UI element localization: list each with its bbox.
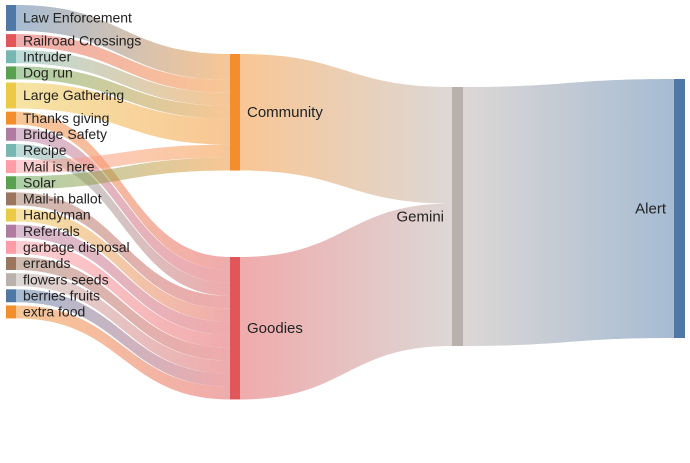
node-food xyxy=(6,305,16,319)
label-thanks: Thanks giving xyxy=(23,110,109,126)
node-goodies xyxy=(230,257,240,400)
link-garbage-to-goodies xyxy=(16,240,230,348)
node-referrals xyxy=(6,224,16,238)
link-referrals-to-goodies xyxy=(16,224,230,335)
label-flowers: flowers seeds xyxy=(23,271,109,287)
node-intruder xyxy=(6,50,16,64)
link-thanks-to-goodies xyxy=(16,111,230,270)
link-ballot-to-goodies xyxy=(16,192,230,309)
link-handyman-to-goodies xyxy=(16,208,230,322)
label-alert: Alert xyxy=(635,200,667,217)
label-goodies: Goodies xyxy=(247,320,303,337)
link-flowers-to-goodies xyxy=(16,273,230,374)
node-alert xyxy=(674,79,685,338)
links-layer xyxy=(16,5,674,400)
label-referrals: Referrals xyxy=(23,223,80,239)
link-bridge-to-goodies xyxy=(16,127,230,283)
link-rail-to-community xyxy=(16,34,230,93)
link-law-to-community xyxy=(16,5,230,80)
link-gemini-to-alert xyxy=(463,79,674,346)
label-gathering: Large Gathering xyxy=(23,87,124,103)
label-solar: Solar xyxy=(23,174,56,190)
link-berries-to-goodies xyxy=(16,289,230,387)
label-dog: Dog run xyxy=(23,65,73,81)
node-handyman xyxy=(6,208,16,222)
link-dog-to-community xyxy=(16,66,230,119)
label-intruder: Intruder xyxy=(23,48,72,64)
link-mail-to-community xyxy=(16,144,230,174)
label-mail: Mail is here xyxy=(23,158,95,174)
node-gemini xyxy=(452,87,463,346)
link-goodies-to-gemini xyxy=(240,203,452,400)
link-errands-to-goodies xyxy=(16,257,230,361)
label-handyman: Handyman xyxy=(23,207,91,223)
node-flowers xyxy=(6,273,16,287)
label-community: Community xyxy=(247,104,323,121)
label-ballot: Mail-in ballot xyxy=(23,191,102,207)
node-rail xyxy=(6,34,16,48)
node-dog xyxy=(6,66,16,80)
label-recipe: Recipe xyxy=(23,142,67,158)
node-garbage xyxy=(6,240,16,254)
node-community xyxy=(230,54,240,171)
label-errands: errands xyxy=(23,255,70,271)
label-rail: Railroad Crossings xyxy=(23,32,141,48)
node-bridge xyxy=(6,127,16,141)
node-mail xyxy=(6,160,16,174)
link-gathering-to-community xyxy=(16,82,230,145)
node-gathering xyxy=(6,82,16,109)
node-law xyxy=(6,5,16,31)
node-recipe xyxy=(6,143,16,157)
nodes-layer xyxy=(6,5,685,400)
labels-layer: Law Enforcement Railroad CrossingsIntrude… xyxy=(23,10,667,338)
label-garbage: garbage disposal xyxy=(23,239,130,255)
label-law: Law Enforcement xyxy=(23,10,132,26)
node-errands xyxy=(6,257,16,270)
label-food: extra food xyxy=(23,304,85,320)
label-berries: berries fruits xyxy=(23,287,100,303)
node-berries xyxy=(6,289,16,303)
node-solar xyxy=(6,176,16,190)
label-bridge: Bridge Safety xyxy=(23,126,107,142)
node-ballot xyxy=(6,192,16,206)
link-intruder-to-community xyxy=(16,50,230,106)
node-thanks xyxy=(6,111,16,125)
link-solar-to-community xyxy=(16,157,230,190)
link-community-to-gemini xyxy=(240,54,452,204)
link-recipe-to-goodies xyxy=(16,143,230,296)
link-food-to-goodies xyxy=(16,305,230,400)
label-gemini: Gemini xyxy=(396,208,444,225)
